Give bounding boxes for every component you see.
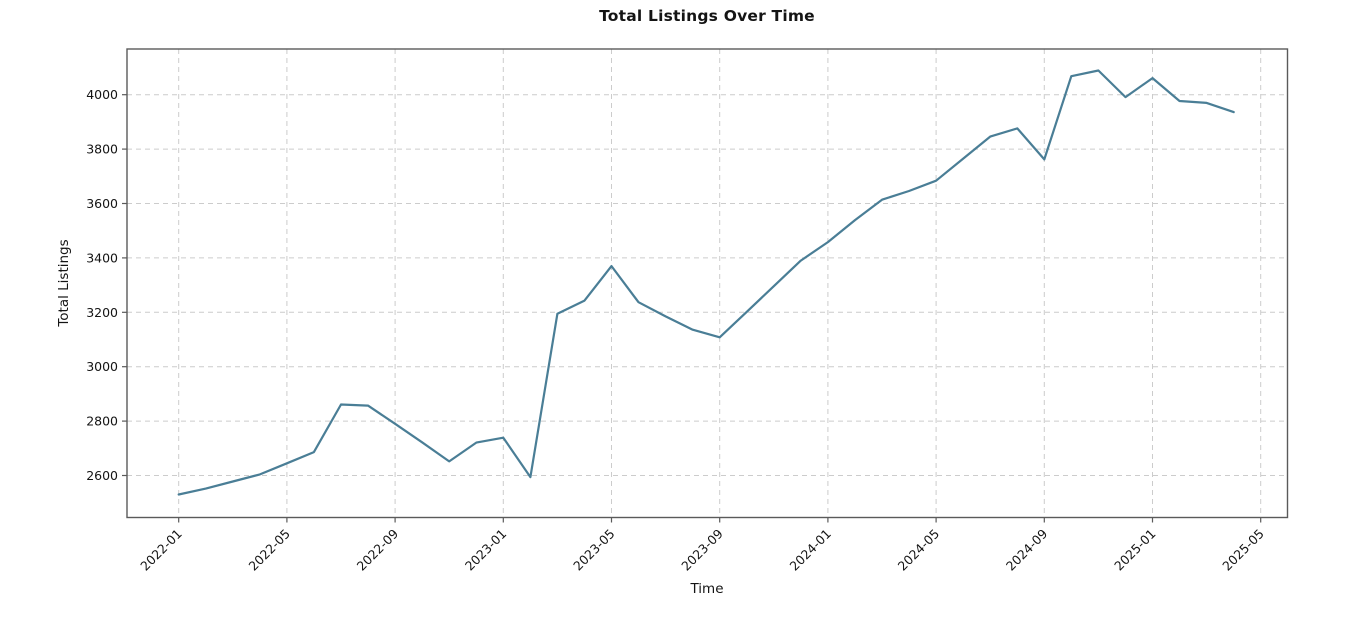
x-tick-label: 2022-05 [245, 526, 293, 574]
y-tick-label: 3800 [86, 142, 118, 157]
x-tick-label: 2022-01 [137, 526, 185, 574]
chart-title: Total Listings Over Time [599, 7, 815, 25]
plot-border [126, 48, 1289, 519]
x-tick-label: 2024-05 [895, 526, 943, 574]
y-tick-label: 2600 [86, 468, 118, 483]
x-tick-label: 2023-01 [462, 526, 510, 574]
y-tick-label: 4000 [86, 87, 118, 102]
y-tick-label: 3000 [86, 359, 118, 374]
y-tick-label: 2800 [86, 414, 118, 429]
x-axis-label: Time [690, 581, 724, 597]
x-tick-label: 2023-09 [678, 526, 726, 574]
x-tick-label: 2025-01 [1111, 526, 1159, 574]
total-listings-series-line [177, 69, 1235, 496]
y-axis-label: Total Listings [56, 239, 72, 327]
y-tick-label: 3600 [86, 196, 118, 211]
x-tick-label: 2025-05 [1219, 526, 1267, 574]
x-tick-label: 2024-01 [786, 526, 834, 574]
x-tick-label: 2022-09 [354, 526, 402, 574]
y-tick-label: 3400 [86, 250, 118, 265]
y-tick-label: 3200 [86, 305, 118, 320]
x-tick-label: 2024-09 [1003, 526, 1051, 574]
x-tick-label: 2023-05 [570, 526, 618, 574]
